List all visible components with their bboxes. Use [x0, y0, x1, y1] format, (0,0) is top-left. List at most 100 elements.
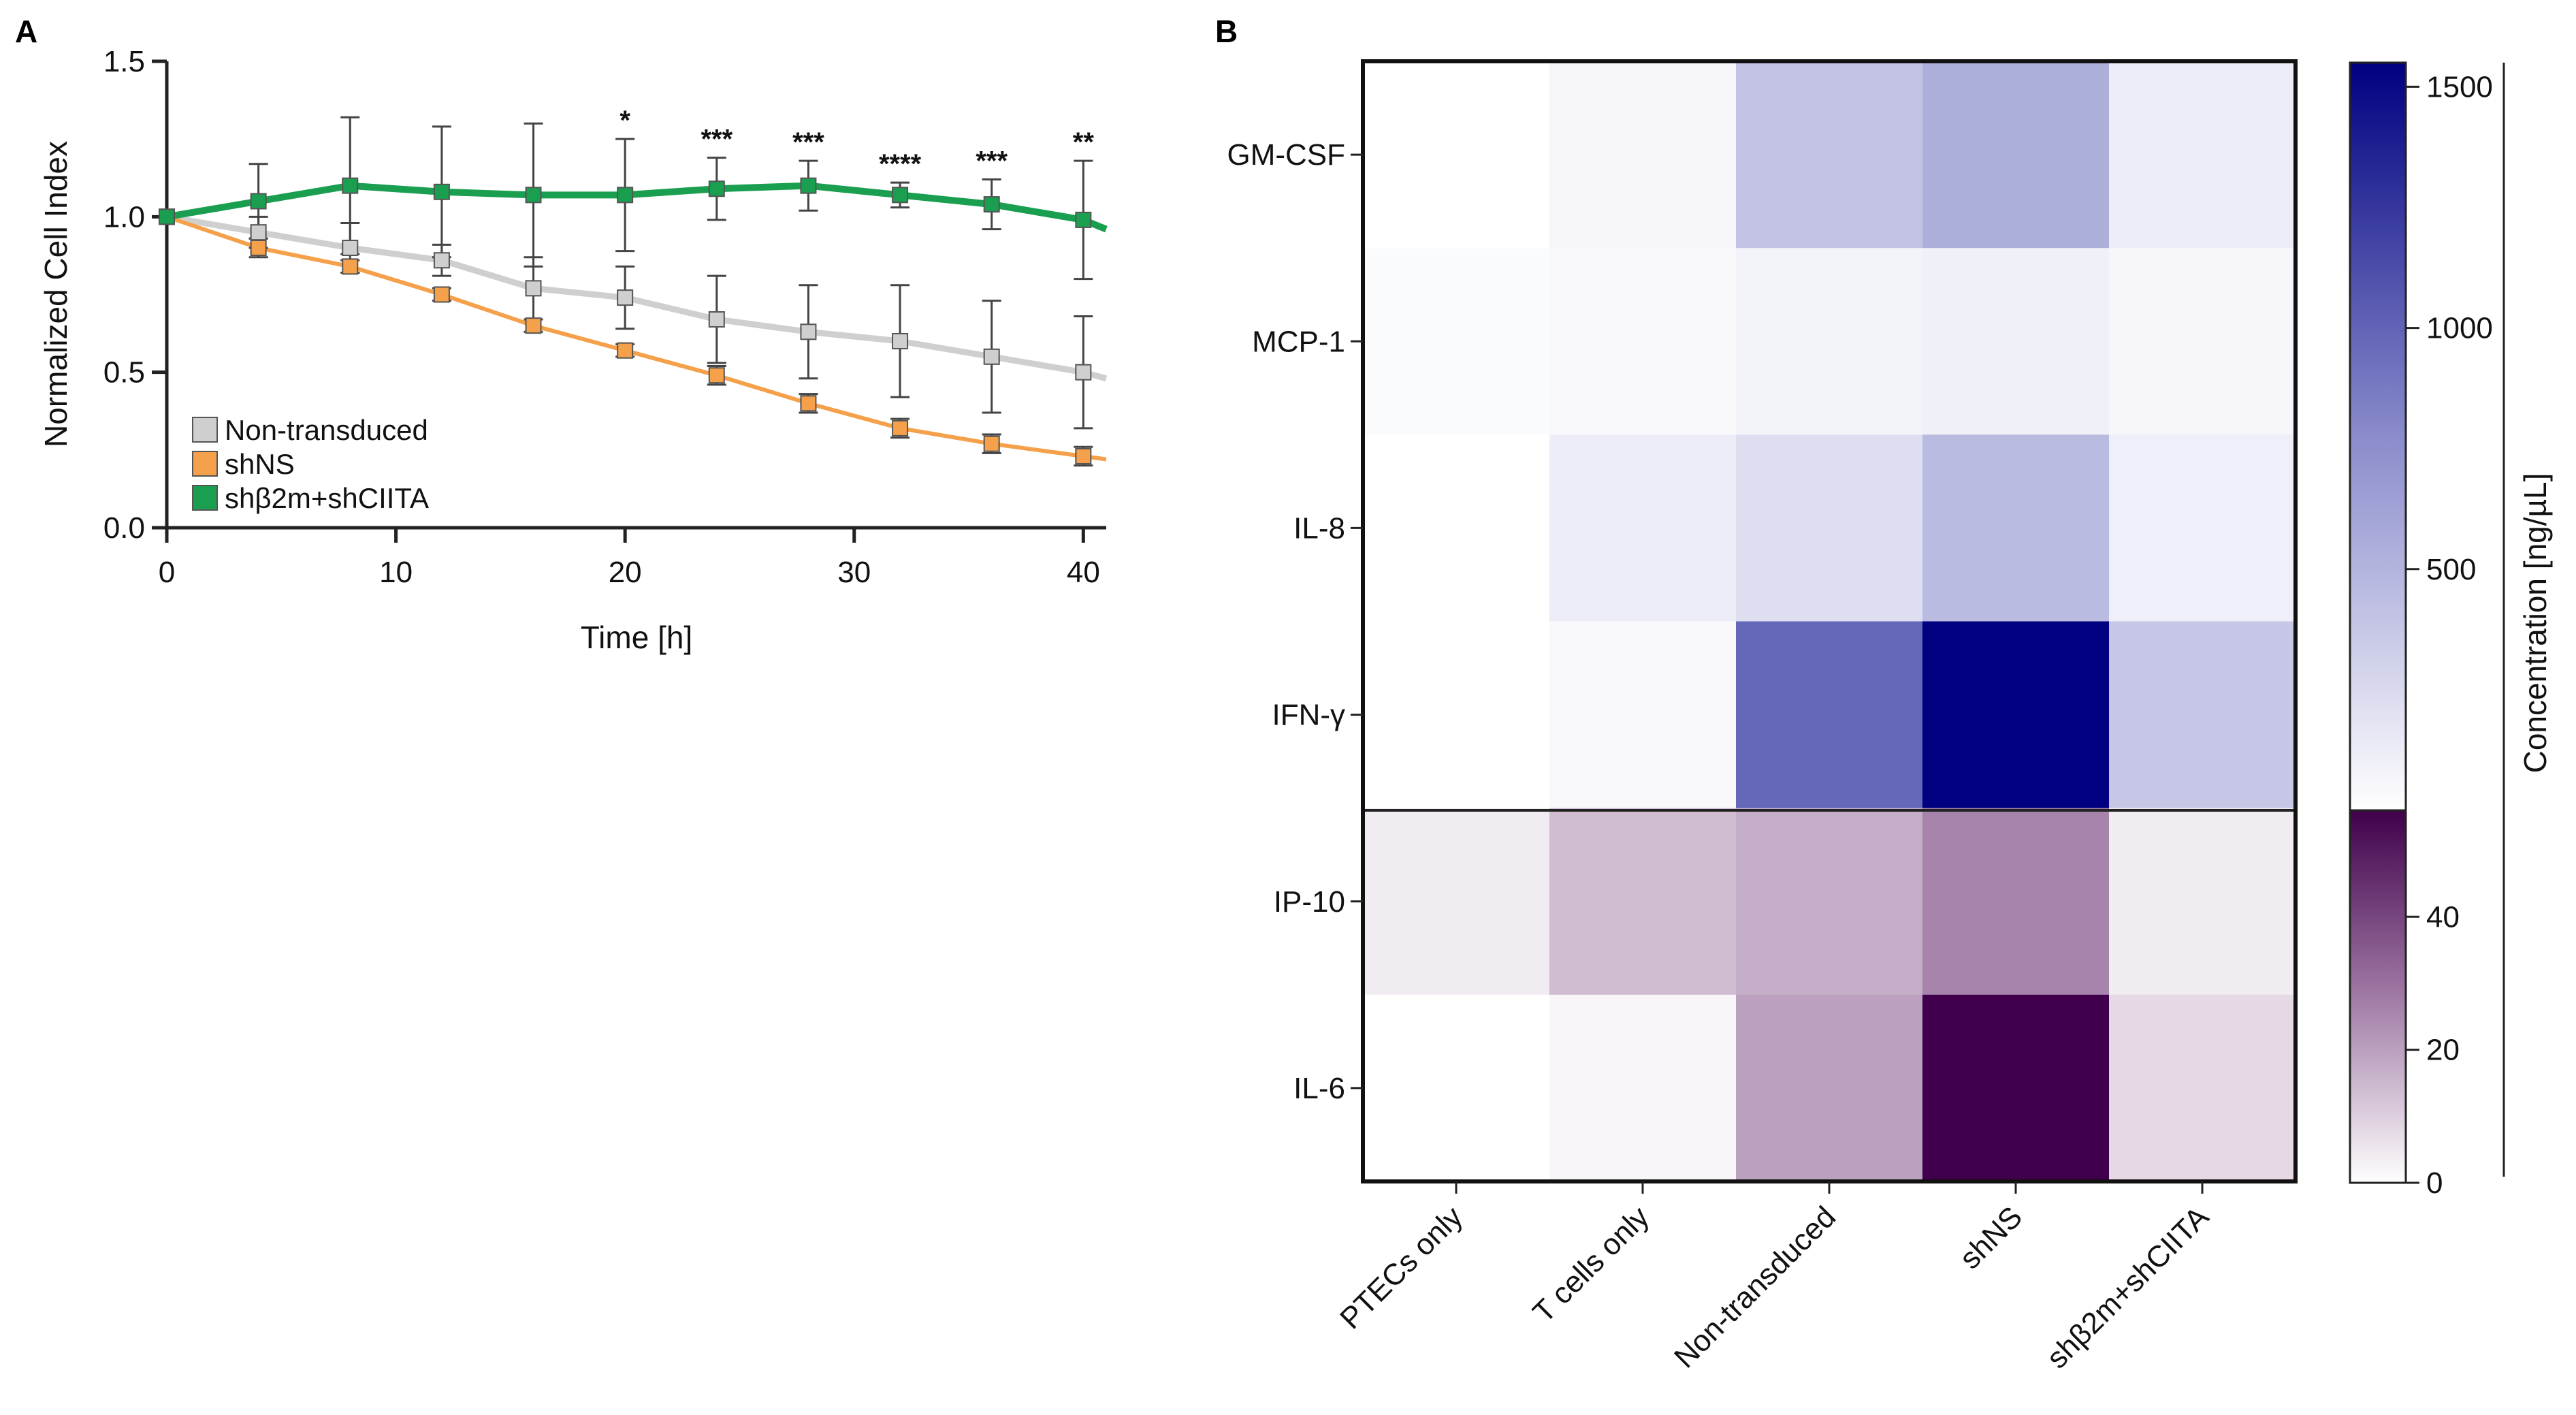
x-tick-label: 20 [609, 556, 642, 589]
legend-swatch [192, 485, 218, 511]
legend-label: shNS [225, 448, 295, 480]
significance-marker: * [619, 106, 630, 136]
heatmap-column-label: shβ2m+shCIITA [2040, 1200, 2215, 1375]
legend-swatch [192, 417, 218, 443]
heatmap-cell [1922, 434, 2110, 622]
heatmap-cell [2109, 434, 2296, 622]
data-point [800, 177, 817, 194]
heatmap-cell [1736, 434, 1923, 622]
heatmap-cell [1549, 61, 1737, 249]
heatmap-cell [1549, 434, 1737, 622]
heatmap-cell [1922, 808, 2110, 996]
heatmap-cell [1922, 621, 2110, 809]
data-point [800, 395, 817, 412]
data-point [342, 177, 359, 194]
heatmap-row-label: MCP-1 [1252, 325, 1345, 358]
heatmap-cell [1736, 808, 1923, 996]
significance-marker: *** [792, 127, 824, 157]
heatmap-row-label: IL-8 [1293, 511, 1345, 545]
colorbar-tick-label: 1500 [2426, 70, 2493, 104]
x-tick-label: 40 [1067, 556, 1100, 589]
data-point [159, 208, 175, 225]
data-point [983, 196, 1000, 213]
data-point [892, 187, 909, 204]
heatmap-cell [1736, 994, 1923, 1182]
heatmap-cell [1363, 808, 1550, 996]
heatmap-cell [1549, 248, 1737, 435]
heatmap-cell [1549, 994, 1737, 1182]
heatmap-row-label: IP-10 [1274, 885, 1345, 919]
data-point [708, 367, 725, 384]
data-point [250, 224, 267, 241]
heatmap-row-label: IFN-γ [1272, 699, 1345, 732]
panel-b-label: B [1215, 14, 1238, 49]
heatmap-column-label: T cells only [1526, 1200, 1656, 1329]
heatmap-row-label: IL-6 [1293, 1072, 1345, 1105]
colorbar-blue [2350, 63, 2406, 810]
data-point [342, 258, 359, 275]
heatmap-cell [2109, 248, 2296, 435]
series-line-1 [166, 214, 1107, 462]
data-point [250, 240, 267, 256]
heatmap-row-label: GM-CSF [1227, 138, 1345, 172]
x-tick-label: 10 [379, 556, 413, 589]
heatmap-cell [1549, 808, 1737, 996]
colorbar-tick-label: 40 [2426, 900, 2460, 934]
colorbar-purple [2350, 810, 2406, 1183]
heatmap-cell [1922, 61, 2110, 249]
data-point [525, 317, 542, 334]
colorbar-tick-label: 1000 [2426, 312, 2493, 345]
data-point [1075, 447, 1092, 464]
significance-marker: **** [879, 149, 922, 179]
data-point [708, 311, 725, 328]
legend-swatch [192, 451, 218, 477]
heatmap-cell [1363, 61, 1550, 249]
data-point [892, 333, 909, 349]
colorbar-tick-label: 0 [2426, 1166, 2443, 1200]
data-point [617, 187, 634, 204]
legend-label: shβ2m+shCIITA [225, 482, 429, 514]
heatmap-cell [2109, 61, 2296, 249]
heatmap-cell [1363, 434, 1550, 622]
x-tick-label: 0 [159, 556, 175, 589]
data-point [433, 183, 450, 200]
series-line-0 [166, 213, 1108, 382]
data-point [983, 435, 1000, 452]
heatmap-cell [1736, 61, 1923, 249]
heatmap-cell [1736, 621, 1923, 809]
x-tick-label: 30 [837, 556, 871, 589]
data-point [1075, 364, 1092, 381]
panel-a-line-chart: 0.00.51.01.5 0 10 20 30 40 **** ******* ***** … [38, 45, 1108, 655]
y-tick-label: 0.5 [103, 356, 145, 389]
heatmap-cell [1363, 248, 1550, 435]
heatmap-cell [2109, 994, 2296, 1182]
y-tick-label: 1.0 [103, 200, 145, 234]
heatmap-cell [2109, 808, 2296, 996]
colorbar-frame [2349, 61, 2407, 1184]
heatmap-cell [2109, 621, 2296, 809]
colorbar-label: Concentration [ng/µL] [2517, 473, 2553, 774]
data-point [342, 240, 359, 256]
data-point [433, 286, 450, 303]
data-point [892, 419, 909, 436]
heatmap-cell [1736, 248, 1923, 435]
y-tick-label: 1.5 [103, 45, 145, 78]
colorbar-tick-label: 500 [2426, 553, 2476, 586]
heatmap-cell [1922, 248, 2110, 435]
heatmap-column-label: Non-transduced [1668, 1200, 1842, 1374]
data-point [617, 342, 634, 359]
series-line-2 [166, 182, 1108, 233]
significance-marker: ** [1073, 127, 1095, 157]
data-point [525, 280, 542, 297]
panel-a-y-axis-title: Normalized Cell Index [38, 141, 74, 447]
data-point [800, 323, 817, 340]
y-tick-label: 0.0 [103, 511, 145, 545]
data-point [1075, 211, 1092, 228]
significance-marker: *** [701, 125, 732, 155]
data-point [525, 187, 542, 204]
heatmap-cell [1363, 621, 1550, 809]
data-point [617, 289, 634, 306]
panel-b-heatmap: GM-CSF MCP-1 IL-8 IFN-γ IP-10 IL-6 PTECs only… [1227, 59, 2553, 1375]
heatmap-cell [1922, 994, 2110, 1182]
